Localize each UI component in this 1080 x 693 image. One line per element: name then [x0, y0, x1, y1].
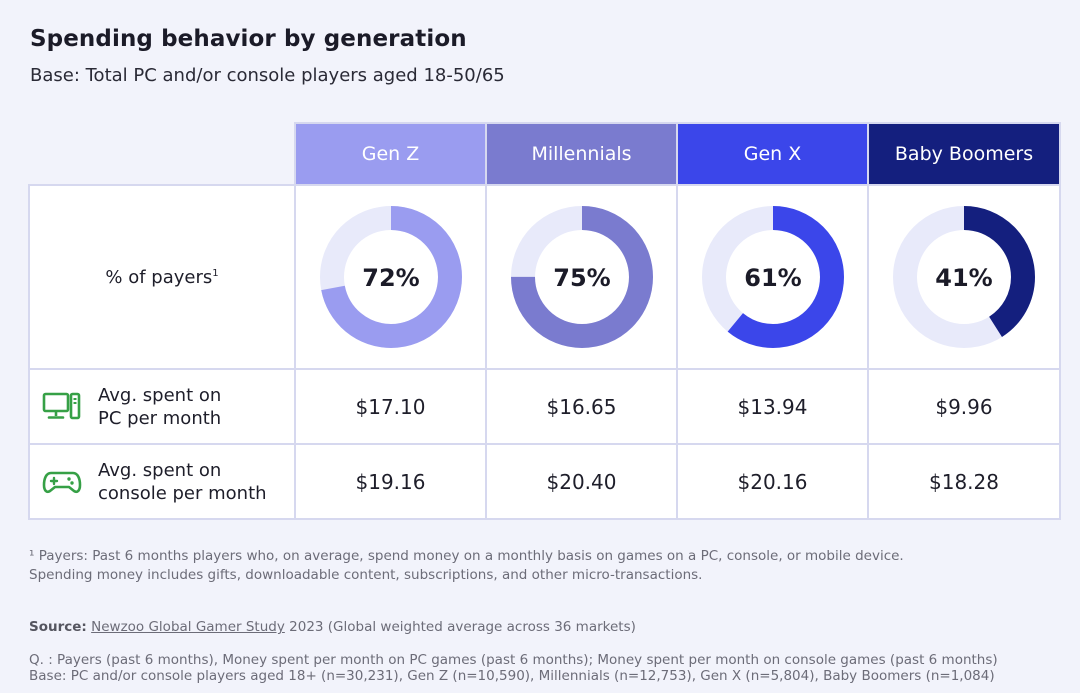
donut-label-gen-z: 72%: [362, 264, 419, 292]
donut-arc-baby-boomers: [893, 206, 1035, 348]
donut-arc-millennials: [510, 206, 653, 348]
pc-spend-gen-x: $13.94: [676, 368, 869, 445]
pc-spend-gen-z: $17.10: [294, 368, 487, 445]
footnote: ¹ Payers: Past 6 months players who, on …: [29, 547, 904, 585]
pc-spend-row: Avg. spent on PC per month $17.10 $16.65…: [28, 368, 1061, 445]
chart-subtitle: Base: Total PC and/or console players ag…: [30, 65, 505, 86]
console-spend-row: Avg. spent on console per month $19.16 $…: [28, 443, 1061, 520]
console-spend-row-label: Avg. spent on console per month: [28, 443, 296, 520]
pc-spend-baby-boomers: $9.96: [867, 368, 1061, 445]
payers-label-text: % of payers: [105, 266, 213, 288]
column-header-gen-z: Gen Z: [294, 122, 487, 186]
donut-cell-gen-z: 72%: [294, 184, 487, 370]
console-label-line1: Avg. spent on: [98, 459, 222, 481]
spending-table: Gen Z Millennials Gen X Baby Boomers % o…: [28, 122, 1061, 520]
column-header-gen-x: Gen X: [676, 122, 869, 186]
payers-row-label: % of payers1: [28, 184, 296, 370]
pc-label-line1: Avg. spent on: [98, 384, 222, 406]
donut-arc-gen-z: [319, 206, 462, 348]
console-spend-millennials: $20.40: [485, 443, 678, 520]
column-header-baby-boomers: Baby Boomers: [867, 122, 1061, 186]
base-note: Base: PC and/or console players aged 18+…: [29, 668, 995, 684]
pc-icon: [42, 392, 81, 419]
header-row: Gen Z Millennials Gen X Baby Boomers: [29, 122, 1061, 186]
donut-cell-gen-x: 61%: [676, 184, 869, 370]
console-spend-gen-x: $20.16: [676, 443, 869, 520]
donut-label-gen-x: 61%: [744, 264, 801, 292]
header-corner: [29, 123, 296, 186]
donut-cell-millennials: 75%: [485, 184, 678, 370]
console-spend-baby-boomers: $18.28: [867, 443, 1061, 520]
column-header-millennials: Millennials: [485, 122, 678, 186]
gamepad-icon: [42, 471, 82, 493]
console-label-line2: console per month: [98, 482, 267, 504]
console-spend-gen-z: $19.16: [294, 443, 487, 520]
payers-row: % of payers1 72% 75% 61% 41%: [28, 184, 1061, 370]
source-rest: 2023 (Global weighted average across 36 …: [289, 619, 636, 635]
source-label: Source:: [29, 619, 87, 635]
source-line: Source: Newzoo Global Gamer Study 2023 (…: [29, 619, 636, 635]
donut-label-baby-boomers: 41%: [935, 264, 992, 292]
donut-arc-gen-x: [701, 206, 844, 348]
pc-spend-millennials: $16.65: [485, 368, 678, 445]
footnote-line2: Spending money includes gifts, downloada…: [29, 567, 703, 583]
footnote-line1: Payers: Past 6 months players who, on av…: [38, 548, 904, 564]
chart-title: Spending behavior by generation: [30, 26, 467, 52]
question-base-notes: Q. : Payers (past 6 months), Money spent…: [29, 652, 998, 684]
source-link[interactable]: Newzoo Global Gamer Study: [91, 619, 285, 635]
footnote-marker: 1: [212, 267, 219, 279]
pc-label-line2: PC per month: [98, 407, 222, 429]
footnote-symbol: ¹: [29, 548, 35, 564]
donut-label-millennials: 75%: [553, 264, 610, 292]
donut-cell-baby-boomers: 41%: [867, 184, 1061, 370]
pc-spend-row-label: Avg. spent on PC per month: [28, 368, 296, 445]
question-note: Q. : Payers (past 6 months), Money spent…: [29, 652, 998, 668]
